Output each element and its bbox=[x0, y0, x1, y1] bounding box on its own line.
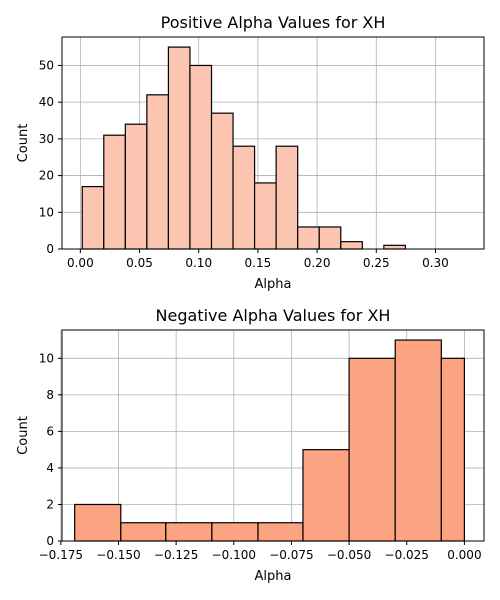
y-tick-label: 30 bbox=[39, 132, 54, 146]
histogram-bar bbox=[124, 123, 148, 250]
x-axis-label: Alpha bbox=[255, 277, 292, 292]
x-tick-label: 0.30 bbox=[422, 256, 449, 270]
y-tick-label: 6 bbox=[46, 424, 54, 438]
histogram-bar bbox=[167, 46, 191, 250]
axes-frame bbox=[61, 36, 485, 250]
x-tick-label: −0.100 bbox=[212, 548, 256, 562]
histogram-bar bbox=[81, 185, 105, 250]
chart-1: 0.00 0.05 0.10 0.15 0.20 0.25 0.30 0 10 20 30 40 50 P… bbox=[16, 13, 485, 292]
y-tick-label: 50 bbox=[39, 58, 54, 72]
x-tick-label: −0.075 bbox=[269, 548, 313, 562]
histogram-bar bbox=[394, 339, 442, 542]
y-tick-label: 40 bbox=[39, 95, 54, 109]
y-tick-label: 10 bbox=[39, 351, 54, 365]
x-tick-label: 0.10 bbox=[185, 256, 212, 270]
chart-2: −0.175 −0.150 −0.125 −0.100 −0.075 −0.050 −0.0… bbox=[16, 306, 485, 584]
y-tick-label: 0 bbox=[46, 242, 54, 256]
histogram-bar bbox=[232, 145, 256, 250]
x-tick-label: 0.20 bbox=[304, 256, 331, 270]
y-tick-label: 2 bbox=[46, 497, 54, 511]
y-tick-label: 8 bbox=[46, 388, 54, 402]
x-tick-label: 0.25 bbox=[363, 256, 390, 270]
x-tick-label: −0.125 bbox=[154, 548, 198, 562]
x-axis-label: Alpha bbox=[255, 569, 292, 584]
histogram-bar bbox=[120, 522, 167, 542]
x-tick-label: −0.050 bbox=[327, 548, 371, 562]
chart-title: Positive Alpha Values for XH bbox=[161, 13, 386, 32]
y-tick-label: 0 bbox=[46, 534, 54, 548]
histogram-bar bbox=[302, 449, 350, 542]
histogram-bar bbox=[257, 522, 304, 542]
histogram-bar bbox=[318, 226, 342, 250]
histogram-bar bbox=[146, 94, 170, 250]
y-tick-label: 4 bbox=[46, 461, 54, 475]
histogram-bar bbox=[74, 503, 122, 542]
x-tick-label: −0.025 bbox=[385, 548, 429, 562]
axes-frame bbox=[61, 329, 485, 542]
histogram-bar bbox=[165, 522, 213, 542]
histogram-bar bbox=[210, 112, 234, 250]
histogram-bar bbox=[348, 357, 396, 542]
y-tick-label: 20 bbox=[39, 169, 54, 183]
x-tick-label: −0.175 bbox=[39, 548, 83, 562]
x-tick-label: 0.00 bbox=[67, 256, 94, 270]
histogram-bar bbox=[211, 522, 259, 542]
histogram-bar bbox=[383, 244, 407, 250]
chart-title: Negative Alpha Values for XH bbox=[156, 306, 391, 325]
histogram-bar bbox=[103, 134, 126, 250]
y-axis-label: Count bbox=[16, 416, 31, 455]
y-tick-label: 10 bbox=[39, 205, 54, 219]
histogram-bar bbox=[340, 241, 363, 250]
histogram-bar bbox=[189, 64, 213, 250]
x-tick-label: 0.15 bbox=[245, 256, 272, 270]
histogram-bar bbox=[253, 182, 277, 250]
x-tick-label: 0.000 bbox=[447, 548, 481, 562]
histogram-bar bbox=[297, 226, 320, 250]
histogram-bar bbox=[275, 145, 299, 250]
histogram-bar bbox=[440, 357, 465, 542]
x-tick-label: −0.150 bbox=[96, 548, 140, 562]
x-tick-label: 0.05 bbox=[126, 256, 153, 270]
y-axis-label: Count bbox=[16, 124, 31, 163]
